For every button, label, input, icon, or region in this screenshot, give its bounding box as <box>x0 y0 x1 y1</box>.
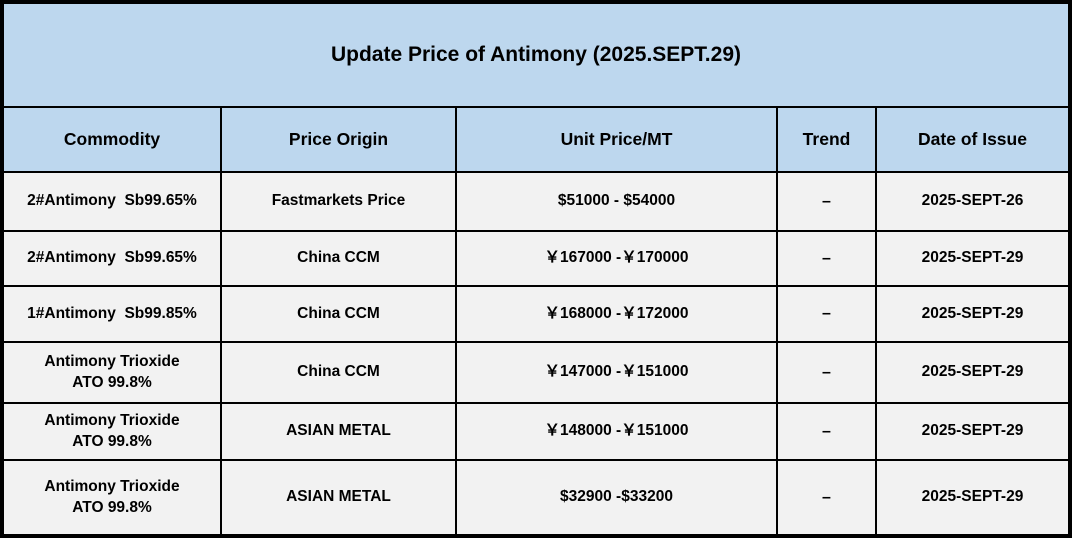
row1-price-origin: Fastmarkets Price <box>222 173 457 232</box>
row6-date-of-issue: 2025-SEPT-29 <box>877 461 1068 534</box>
row5-unit-price: ￥148000 -￥151000 <box>457 404 778 461</box>
column-header-price-origin: Price Origin <box>222 108 457 173</box>
row6-commodity: Antimony Trioxide ATO 99.8% <box>4 461 222 534</box>
row3-date-of-issue: 2025-SEPT-29 <box>877 287 1068 343</box>
row2-trend: – <box>778 232 877 287</box>
row2-commodity: 2#Antimony Sb99.65% <box>4 232 222 287</box>
row1-trend: – <box>778 173 877 232</box>
row4-trend: – <box>778 343 877 404</box>
row5-commodity: Antimony Trioxide ATO 99.8% <box>4 404 222 461</box>
row2-unit-price: ￥167000 -￥170000 <box>457 232 778 287</box>
column-header-trend: Trend <box>778 108 877 173</box>
row5-trend: – <box>778 404 877 461</box>
row6-unit-price: $32900 -$33200 <box>457 461 778 534</box>
row3-unit-price: ￥168000 -￥172000 <box>457 287 778 343</box>
row6-trend: – <box>778 461 877 534</box>
row3-trend: – <box>778 287 877 343</box>
row4-commodity: Antimony Trioxide ATO 99.8% <box>4 343 222 404</box>
row1-date-of-issue: 2025-SEPT-26 <box>877 173 1068 232</box>
row2-price-origin: China CCM <box>222 232 457 287</box>
row4-price-origin: China CCM <box>222 343 457 404</box>
row4-date-of-issue: 2025-SEPT-29 <box>877 343 1068 404</box>
row1-commodity: 2#Antimony Sb99.65% <box>4 173 222 232</box>
row1-unit-price: $51000 - $54000 <box>457 173 778 232</box>
column-header-date-of-issue: Date of Issue <box>877 108 1068 173</box>
table-title: Update Price of Antimony (2025.SEPT.29) <box>4 4 1068 108</box>
row5-price-origin: ASIAN METAL <box>222 404 457 461</box>
row3-commodity: 1#Antimony Sb99.85% <box>4 287 222 343</box>
row4-unit-price: ￥147000 -￥151000 <box>457 343 778 404</box>
row5-date-of-issue: 2025-SEPT-29 <box>877 404 1068 461</box>
row2-date-of-issue: 2025-SEPT-29 <box>877 232 1068 287</box>
column-header-commodity: Commodity <box>4 108 222 173</box>
row6-price-origin: ASIAN METAL <box>222 461 457 534</box>
column-header-unit-price: Unit Price/MT <box>457 108 778 173</box>
row3-price-origin: China CCM <box>222 287 457 343</box>
